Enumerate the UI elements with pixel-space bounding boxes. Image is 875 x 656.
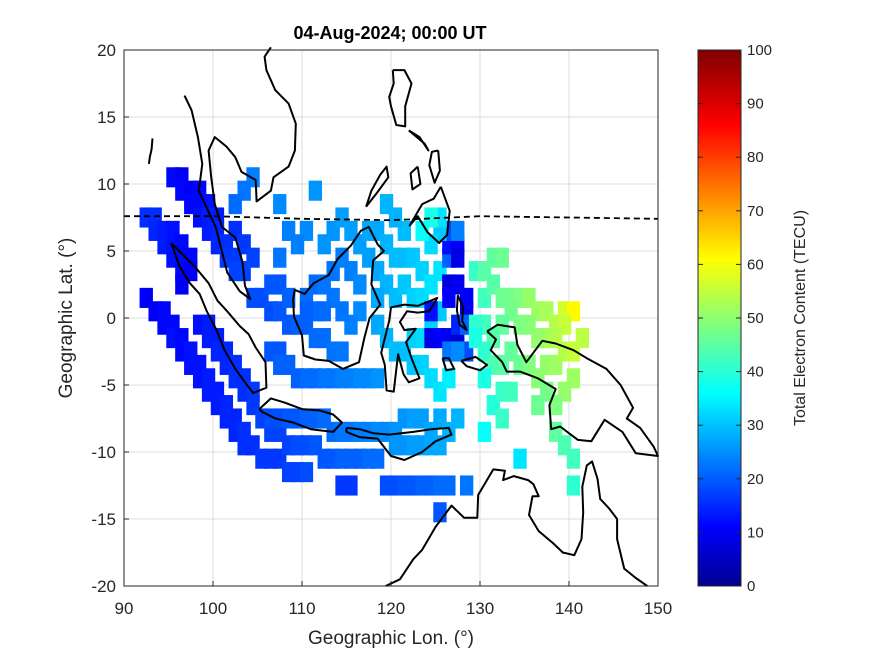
tec-cell — [273, 247, 287, 268]
tec-cell — [451, 247, 465, 268]
tec-cell — [379, 194, 394, 215]
tec-cell — [433, 502, 447, 523]
y-tick-label: 10 — [97, 175, 116, 194]
colorbar-tick-label: 10 — [747, 524, 764, 541]
coastline-path — [292, 225, 385, 370]
tec-cell — [451, 408, 465, 429]
x-tick-label: 140 — [555, 599, 583, 618]
coastline-path — [455, 294, 468, 332]
x-tick-label: 90 — [115, 599, 134, 618]
colorbar-tick-label: 30 — [747, 417, 764, 434]
tec-cell — [442, 368, 456, 389]
coastline-path — [365, 165, 390, 208]
colorbar-tick-label: 80 — [747, 149, 764, 166]
coastline-path — [408, 186, 451, 244]
tec-cell — [228, 194, 242, 215]
y-tick-label: 20 — [97, 41, 116, 60]
y-tick-label: -20 — [91, 577, 116, 596]
coastline-path — [408, 129, 430, 152]
y-tick-label: -5 — [101, 376, 116, 395]
x-tick-label: 120 — [377, 599, 405, 618]
coastline-path — [460, 355, 489, 372]
x-axis-label: Geographic Lon. (°) — [308, 628, 474, 649]
x-tick-label: 130 — [466, 599, 494, 618]
colorbar-tick-label: 100 — [747, 42, 772, 59]
coastline-path — [345, 426, 453, 461]
magnetic-equator-line — [124, 215, 659, 222]
tec-cell — [495, 247, 509, 268]
tec-cell — [415, 220, 429, 241]
x-axis-ticks: 90 100 110 120 130 140 150 — [115, 581, 672, 618]
coastline-path — [486, 323, 659, 457]
colorbar-label: Total Electron Content (TECU) — [792, 210, 809, 426]
tec-cell — [513, 448, 527, 469]
coastline-path — [183, 46, 297, 301]
tec-cell — [477, 368, 492, 389]
tec-cell — [531, 395, 545, 416]
x-tick-label: 110 — [288, 599, 315, 618]
tec-cell — [344, 475, 358, 496]
coastline-path — [409, 165, 422, 191]
tec-cell — [442, 475, 456, 496]
tec-cell — [246, 247, 260, 268]
x-tick-label: 150 — [644, 599, 672, 618]
tec-cell — [281, 287, 296, 308]
tec-cell — [370, 448, 385, 469]
tec-cell — [353, 274, 367, 295]
colorbar-tick-label: 50 — [747, 310, 764, 327]
tec-cell — [281, 220, 296, 241]
x-tick-label: 100 — [199, 599, 227, 618]
tec-cell — [442, 287, 456, 308]
tec-cell — [575, 328, 590, 349]
tec-cell — [504, 381, 518, 402]
y-tick-label: 15 — [97, 108, 116, 127]
y-axis-label: Geographic Lat. (°) — [56, 238, 77, 399]
colorbar-tick-label: 0 — [747, 578, 755, 595]
coastline-path — [147, 138, 154, 165]
tec-cell — [459, 475, 474, 496]
colorbar-gradient — [697, 49, 742, 587]
tec-cell — [424, 301, 438, 322]
tec-cell — [299, 301, 314, 322]
tec-cell — [566, 475, 581, 496]
colorbar-tick-label: 20 — [747, 471, 764, 488]
y-tick-label: 0 — [107, 309, 116, 328]
plot-area: 90 100 110 120 130 140 150 20 15 10 5 0 -5 -10 -15 -20 — [91, 41, 672, 618]
colorbar-tick-label: 70 — [747, 203, 764, 220]
coastline-path — [428, 149, 441, 184]
coastline-path — [385, 460, 648, 587]
tec-cell — [477, 421, 492, 442]
coastline-path — [170, 242, 268, 394]
y-tick-label: -15 — [91, 510, 116, 529]
colorbar-tick-label: 90 — [747, 96, 764, 113]
tec-cell — [370, 368, 385, 389]
tec-cell — [273, 194, 287, 215]
chart-title: 04-Aug-2024; 00:00 UT — [293, 23, 486, 43]
y-tick-label: 5 — [107, 242, 116, 261]
tec-cell — [175, 274, 189, 295]
y-axis-ticks: 20 15 10 5 0 -5 -10 -15 -20 — [91, 41, 129, 596]
tec-cell — [495, 408, 509, 429]
coastline-path — [441, 357, 456, 372]
coastline-path — [380, 296, 439, 393]
y-tick-label: -10 — [91, 443, 116, 462]
tec-cell — [308, 180, 323, 201]
tec-cell — [335, 341, 349, 362]
tec-cell — [459, 287, 474, 308]
colorbar-tick-label: 60 — [747, 256, 764, 273]
colorbar-tick-label: 40 — [747, 364, 764, 381]
coastline-path — [258, 397, 343, 433]
coastline-path — [388, 69, 413, 128]
tec-cell — [566, 448, 581, 469]
tec-cell — [451, 220, 465, 241]
coastlines — [147, 46, 659, 587]
tec-cell — [299, 462, 314, 483]
tec-cell — [451, 341, 465, 362]
